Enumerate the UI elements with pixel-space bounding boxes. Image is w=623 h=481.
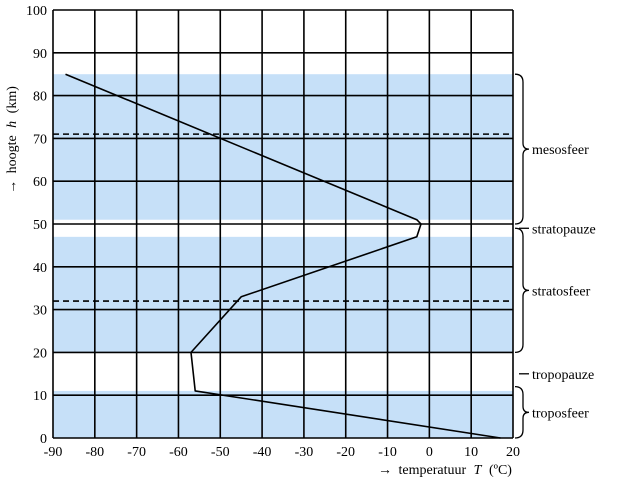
x-tick-label: -50 bbox=[211, 445, 230, 460]
y-axis-arrow: → bbox=[5, 180, 20, 194]
layer-mesosfeer-brace bbox=[514, 73, 530, 225]
y-tick-label: 90 bbox=[33, 47, 47, 62]
layer-stratosfeer-label: stratosfeer bbox=[532, 284, 591, 299]
y-axis-var: h bbox=[5, 121, 20, 128]
x-tick-labels: -90 -80 -70 -60 -50 -40 -30 -20 -10 0 10 20 bbox=[44, 445, 520, 460]
x-tick-label: -60 bbox=[169, 445, 188, 460]
temperature-profile-line bbox=[65, 73, 501, 439]
y-tick-label: 60 bbox=[33, 175, 47, 190]
x-tick-label: -10 bbox=[378, 445, 397, 460]
y-tick-label: 40 bbox=[33, 261, 47, 276]
layer-troposfeer-label: troposfeer bbox=[532, 406, 589, 421]
layer-annotations: mesosfeer stratopauze stratosfeer tropopauz… bbox=[514, 73, 596, 439]
series-group bbox=[65, 73, 501, 439]
layer-mesosfeer-label: mesosfeer bbox=[532, 143, 589, 158]
x-tick-label: -90 bbox=[44, 445, 63, 460]
x-axis-title: → temperatuur T (ºC) bbox=[378, 463, 512, 478]
y-tick-label: 10 bbox=[33, 389, 47, 404]
y-tick-label: 70 bbox=[33, 132, 47, 147]
layer-stratopauze-label: stratopauze bbox=[532, 222, 596, 237]
y-axis-label: hoogte bbox=[5, 135, 20, 173]
x-tick-label: 20 bbox=[506, 445, 520, 460]
x-tick-label: -20 bbox=[336, 445, 355, 460]
shaded-band-2 bbox=[53, 74, 513, 220]
y-axis-title: → hoogte h (km) bbox=[5, 86, 20, 194]
x-tick-label: 0 bbox=[426, 445, 433, 460]
grid bbox=[52, 9, 514, 439]
y-tick-label: 100 bbox=[26, 4, 47, 19]
x-axis-arrow: → bbox=[378, 463, 392, 478]
shaded-bands bbox=[53, 74, 513, 438]
shaded-band-0 bbox=[53, 390, 513, 438]
dashed-reference-lines bbox=[53, 133, 513, 302]
x-axis-label: temperatuur bbox=[399, 463, 467, 478]
y-tick-labels: 0 10 20 30 40 50 60 70 80 90 100 bbox=[26, 4, 47, 447]
x-tick-label: -30 bbox=[295, 445, 314, 460]
y-axis-unit: (km) bbox=[5, 86, 20, 114]
x-axis-var: T bbox=[474, 463, 483, 478]
layer-troposfeer-brace bbox=[514, 385, 530, 439]
x-tick-label: 10 bbox=[464, 445, 478, 460]
y-tick-label: 20 bbox=[33, 346, 47, 361]
shaded-band-1 bbox=[53, 236, 513, 353]
layer-stratosfeer-brace bbox=[514, 227, 530, 354]
y-tick-label: 30 bbox=[33, 304, 47, 319]
x-tick-label: -70 bbox=[127, 445, 146, 460]
x-tick-label: -80 bbox=[85, 445, 104, 460]
y-tick-label: 0 bbox=[40, 432, 47, 447]
y-tick-label: 50 bbox=[33, 218, 47, 233]
x-axis-unit: (ºC) bbox=[489, 463, 512, 478]
y-tick-label: 80 bbox=[33, 90, 47, 105]
x-tick-label: -40 bbox=[253, 445, 272, 460]
layer-tropopauze-label: tropopauze bbox=[532, 368, 594, 383]
